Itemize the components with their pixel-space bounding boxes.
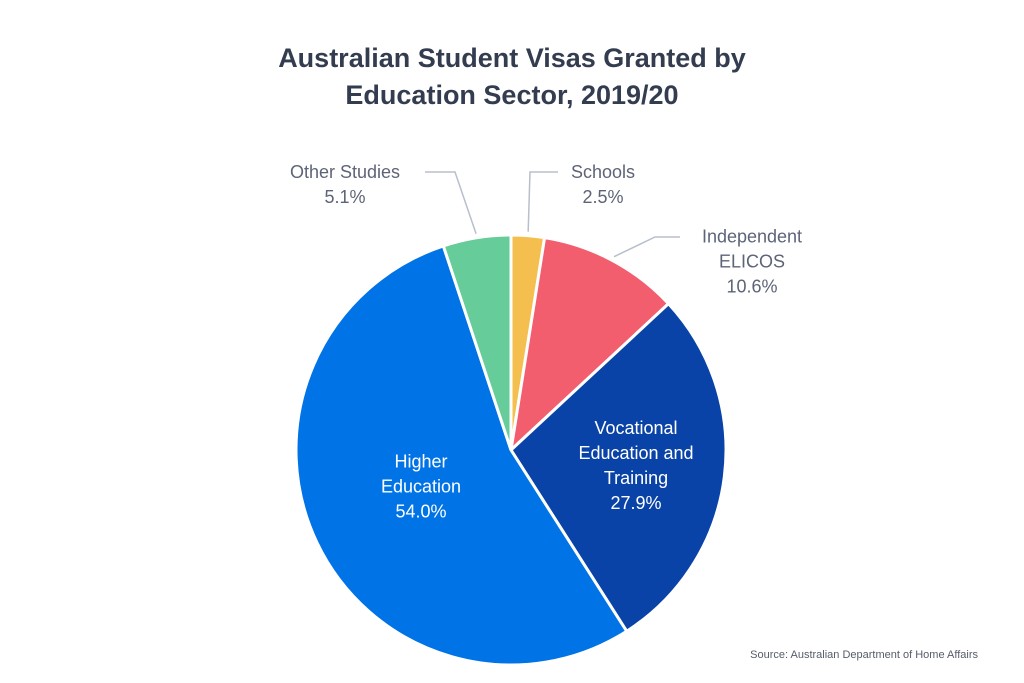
leader-line bbox=[613, 236, 680, 258]
category-label: Higher Education bbox=[380, 451, 462, 497]
leader-line bbox=[527, 171, 558, 232]
category-label: Schools bbox=[570, 162, 636, 182]
value-label: 27.9% bbox=[610, 493, 662, 513]
value-label: 2.5% bbox=[582, 187, 624, 207]
slice-label: Independent ELICOS 10.6% bbox=[677, 225, 827, 300]
pie-slice bbox=[294, 244, 629, 667]
slice-label: Other Studies 5.1% bbox=[245, 160, 445, 210]
leader-line bbox=[425, 171, 477, 235]
pie-slice bbox=[441, 233, 513, 451]
slice-label: Higher Education 54.0% bbox=[361, 450, 481, 525]
slice-label: Vocational Education and Training 27.9% bbox=[564, 416, 709, 516]
slice-label: Schools 2.5% bbox=[503, 160, 703, 210]
category-label: Other Studies bbox=[289, 162, 401, 182]
pie-slice bbox=[508, 235, 671, 455]
category-label: Vocational Education and Training bbox=[578, 418, 694, 488]
source-note: Source: Australian Department of Home Af… bbox=[750, 649, 978, 661]
value-label: 54.0% bbox=[395, 501, 447, 522]
category-label: Independent ELICOS bbox=[701, 226, 803, 272]
value-label: 5.1% bbox=[324, 187, 366, 207]
pie-slice bbox=[509, 301, 728, 634]
chart-title: Australian Student Visas Granted by Educ… bbox=[278, 43, 746, 110]
value-label: 10.6% bbox=[726, 276, 778, 297]
